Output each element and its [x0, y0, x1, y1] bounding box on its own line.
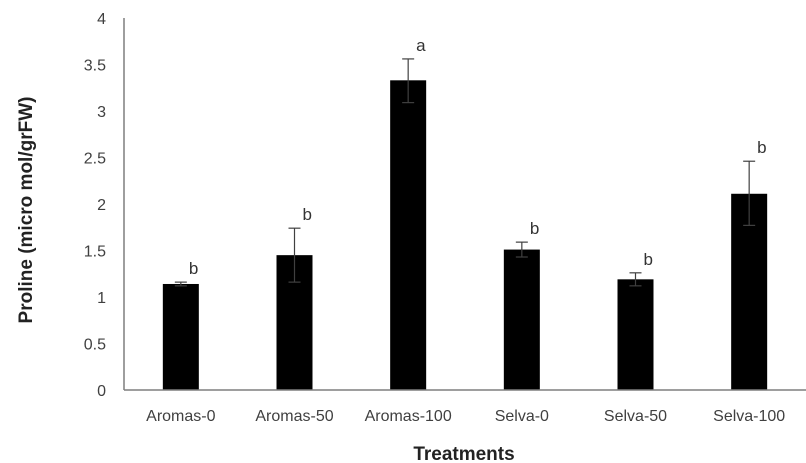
x-tick-label: Aromas-100 — [365, 408, 452, 425]
significance-label: b — [530, 219, 539, 238]
error-bar — [515, 241, 528, 258]
error-bars — [174, 58, 756, 287]
y-tick-label: 2.5 — [84, 151, 106, 168]
x-axis-title: Treatments — [413, 444, 514, 463]
x-tick-label: Selva-100 — [713, 408, 785, 425]
error-bar — [743, 160, 756, 226]
y-tick-label: 0.5 — [84, 337, 106, 354]
y-tick-label: 3.5 — [84, 58, 106, 75]
y-tick-label: 3 — [97, 104, 106, 121]
x-tick-label: Aromas-50 — [255, 408, 333, 425]
bar — [617, 279, 654, 390]
bar — [503, 249, 540, 390]
x-tick-label: Selva-0 — [495, 408, 549, 425]
y-tick-label: 2 — [97, 197, 106, 214]
error-bar — [629, 272, 642, 287]
significance-label: b — [757, 138, 766, 157]
significance-label: b — [303, 205, 312, 224]
y-tick-label: 1 — [97, 290, 106, 307]
error-bar — [402, 58, 415, 104]
significance-label: b — [189, 259, 198, 278]
error-bar — [174, 281, 187, 287]
bars — [162, 80, 768, 390]
y-tick-label: 0 — [97, 383, 106, 400]
error-bar — [288, 227, 301, 283]
bar — [390, 80, 427, 390]
x-tick-label: Selva-50 — [604, 408, 667, 425]
significance-label: a — [416, 36, 426, 55]
significance-labels: b b a b b b — [189, 36, 767, 278]
bar — [731, 193, 768, 390]
significance-label: b — [644, 250, 653, 269]
y-axis-title: Proline (micro mol/grFW) — [16, 97, 37, 324]
y-axis: 0 0.5 1 1.5 2 2.5 3 3.5 4 — [84, 11, 125, 400]
x-axis: Aromas-0 Aromas-50 Aromas-100 Selva-0 Selva-… — [124, 389, 806, 425]
bar — [162, 283, 199, 390]
y-tick-label: 4 — [97, 11, 106, 28]
y-tick-label: 1.5 — [84, 244, 106, 261]
x-tick-label: Aromas-0 — [146, 408, 215, 425]
